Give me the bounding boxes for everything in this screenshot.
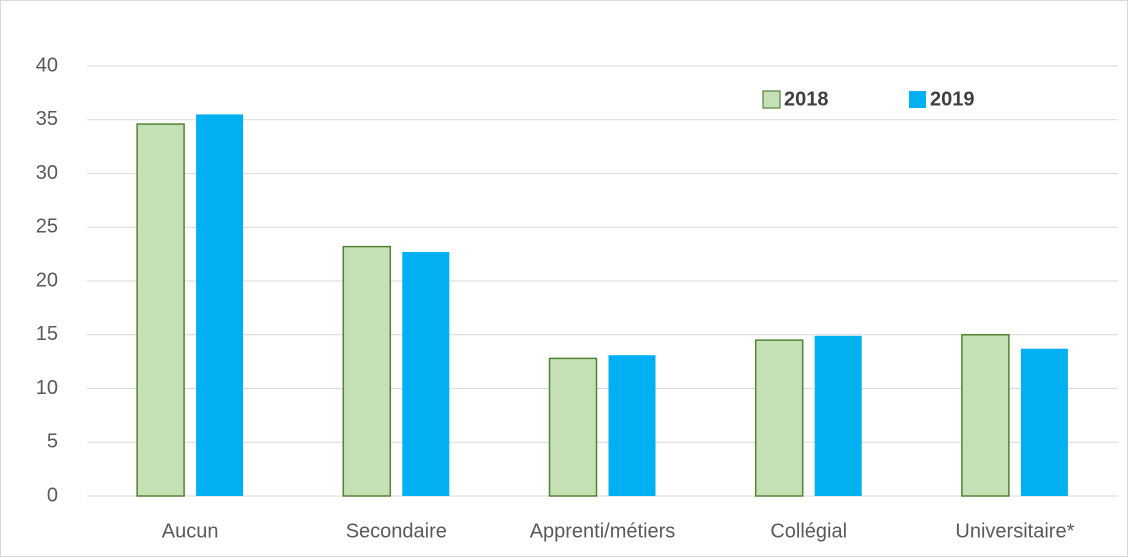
bar bbox=[136, 123, 185, 497]
y-tick-label: 30 bbox=[36, 162, 58, 184]
x-tick-label: Secondaire bbox=[346, 520, 447, 542]
legend-label: 2019 bbox=[930, 88, 975, 110]
bar bbox=[548, 357, 598, 497]
y-tick-label: 5 bbox=[47, 431, 58, 453]
legend-label: 2018 bbox=[784, 88, 829, 110]
bar bbox=[814, 335, 862, 496]
x-tick-label: Universitaire* bbox=[955, 520, 1074, 542]
x-tick-label: Aucun bbox=[162, 520, 219, 542]
bar bbox=[608, 355, 656, 496]
x-tick-label: Collégial bbox=[770, 520, 847, 542]
bar bbox=[402, 251, 450, 496]
y-tick-label: 20 bbox=[36, 269, 58, 291]
legend-swatch bbox=[762, 90, 781, 109]
y-tick-label: 0 bbox=[47, 484, 58, 506]
y-tick-label: 35 bbox=[36, 108, 58, 130]
y-tick-label: 10 bbox=[36, 377, 58, 399]
bar bbox=[754, 339, 804, 497]
bar bbox=[1020, 348, 1068, 496]
x-tick-label: Apprenti/métiers bbox=[530, 520, 676, 542]
bar bbox=[196, 114, 244, 496]
legend-swatch bbox=[909, 91, 926, 108]
y-tick-label: 40 bbox=[36, 54, 58, 76]
y-tick-label: 15 bbox=[36, 323, 58, 345]
bar bbox=[342, 245, 392, 497]
y-tick-label: 25 bbox=[36, 216, 58, 238]
bar bbox=[961, 334, 1010, 497]
